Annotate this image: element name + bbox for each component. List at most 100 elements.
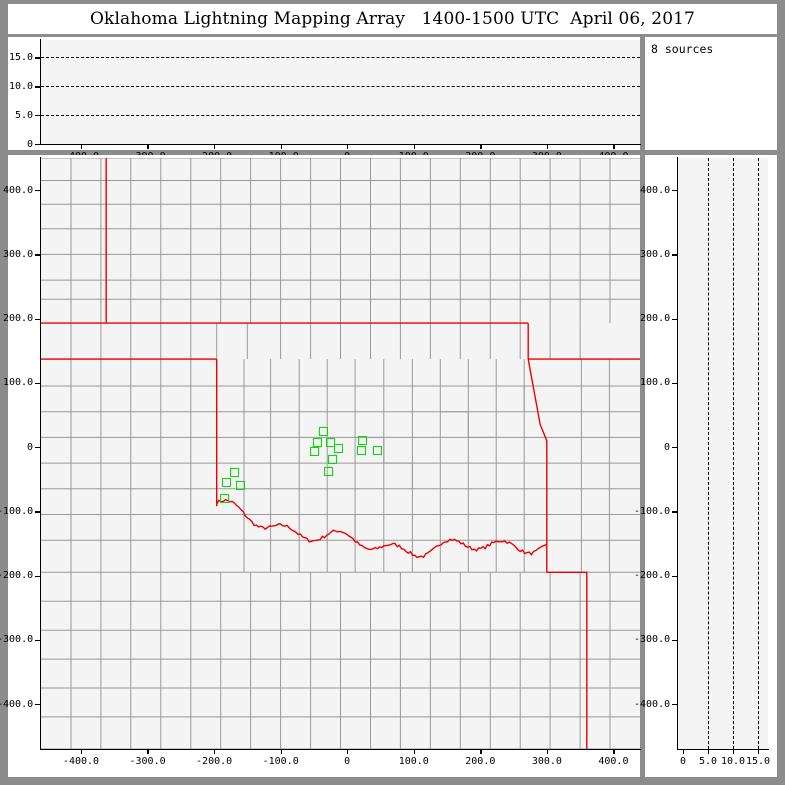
y-axis-tick-label: 0	[664, 441, 671, 453]
lightning-source-marker	[334, 443, 343, 453]
state-border-red-river	[216, 498, 548, 559]
y-axis-tick-label: 10.0	[9, 80, 34, 92]
x-axis-tick	[280, 749, 282, 754]
x-axis-tick-label: -200.0	[196, 756, 233, 767]
y-axis-tick-label: 15.0	[9, 51, 34, 63]
y-axis-tick-label: 100.0	[640, 377, 671, 389]
x-axis-line	[40, 749, 641, 751]
x-axis-tick-label: 300.0	[531, 756, 562, 767]
lightning-source-marker	[312, 438, 322, 448]
x-axis-tick	[347, 749, 349, 754]
y-axis-tick-label: 300.0	[3, 248, 34, 260]
y-axis-tick	[672, 575, 678, 577]
x-axis-tick-label: 200.0	[465, 756, 496, 767]
x-axis-tick	[546, 144, 549, 149]
county-line	[440, 411, 497, 438]
x-axis-tick	[280, 144, 282, 149]
x-axis-tick-label: 10.0	[721, 756, 746, 767]
plan-view-map-panel: -400.0 -300.0 -200.0 -100.0 0 100.0 200.0 300.0…	[0, 155, 641, 777]
y-axis-tick	[672, 254, 678, 256]
x-axis-tick-label: 0	[680, 756, 687, 767]
state-border-arkansas-texas	[546, 571, 588, 749]
map-geography	[41, 158, 640, 749]
x-axis-tick-label: 400.0	[598, 756, 629, 767]
x-axis-tick-label: -100.0	[262, 756, 299, 767]
x-axis-tick-label: -300.0	[129, 756, 166, 767]
gridline-horizontal	[41, 86, 640, 88]
plan-view-map-plot-area	[41, 158, 640, 749]
altitude-vs-count-panel: 0 5.0 10.0 15.0 400.0 300.0 200.0 100.0 0 -100.0 -…	[634, 155, 777, 777]
x-axis-tick-label: 5.0	[699, 756, 718, 767]
county-line	[496, 385, 525, 412]
y-axis-tick	[35, 190, 41, 192]
y-axis-tick	[35, 57, 41, 59]
x-axis-tick	[480, 144, 482, 149]
lightning-source-marker	[357, 436, 367, 446]
x-axis-tick	[347, 144, 349, 149]
y-axis-tick-label: -400.0	[634, 698, 671, 710]
page-title: Oklahoma Lightning Mapping Array 1400-15…	[90, 9, 695, 29]
x-axis-tick-label: 100.0	[398, 756, 429, 767]
lightning-source-marker	[236, 481, 246, 491]
y-axis-tick-label: -100.0	[0, 505, 34, 517]
x-axis-tick	[80, 144, 83, 149]
x-axis-tick	[613, 144, 615, 149]
y-axis-tick-label: 0	[27, 138, 34, 150]
y-axis-tick	[672, 639, 678, 642]
y-axis-tick	[35, 575, 41, 577]
x-axis-line	[40, 144, 641, 146]
lightning-source-marker	[318, 426, 328, 436]
x-axis-tick	[413, 144, 415, 149]
y-axis-tick	[672, 447, 678, 449]
x-axis-tick-label: 15.0	[746, 756, 771, 767]
y-axis-tick-label: 100.0	[3, 377, 34, 389]
x-axis-tick	[708, 749, 710, 754]
x-axis-tick	[480, 749, 482, 754]
y-axis-tick	[35, 511, 41, 513]
y-axis-tick-label: -400.0	[0, 698, 34, 710]
source-count-panel: 8 sources	[645, 37, 777, 150]
altitude-vs-count-plot-area	[678, 158, 768, 749]
county-line	[327, 514, 356, 541]
x-axis-tick	[613, 749, 615, 754]
y-axis-tick-label: -300.0	[634, 634, 671, 646]
lightning-source-marker	[357, 446, 367, 456]
y-axis-tick-label: 400.0	[3, 184, 34, 196]
y-axis-tick-label: -200.0	[634, 570, 671, 582]
source-count-label: 8 sources	[651, 42, 714, 56]
altitude-vs-ew-plot-area	[41, 40, 640, 144]
lightning-source-marker	[326, 438, 336, 448]
y-axis-tick-label: -300.0	[0, 634, 34, 646]
y-axis-tick	[35, 254, 41, 256]
x-axis-tick	[147, 144, 149, 149]
x-axis-tick	[546, 749, 549, 754]
y-axis-line	[40, 157, 42, 750]
x-axis-tick	[80, 749, 83, 754]
y-axis-tick	[672, 318, 678, 320]
x-axis-tick	[758, 749, 760, 754]
title-bar: Oklahoma Lightning Mapping Array 1400-15…	[8, 4, 777, 34]
y-axis-tick	[35, 704, 41, 706]
lightning-source-marker	[324, 466, 334, 476]
gridline-vertical	[758, 158, 759, 749]
y-axis-tick	[672, 704, 678, 706]
gridline-horizontal	[41, 57, 640, 59]
y-axis-tick-label: 200.0	[3, 313, 34, 325]
y-axis-tick	[35, 318, 41, 320]
altitude-vs-ew-panel: -400.0-300.0-200.0-100.00100.0200.0300.0…	[8, 37, 641, 162]
y-axis-tick	[35, 86, 41, 88]
lightning-source-marker	[310, 447, 320, 457]
y-axis-tick	[35, 144, 41, 146]
y-axis-line	[40, 39, 42, 145]
x-axis-tick	[147, 749, 149, 754]
state-border-oklahoma-arkansas	[527, 358, 548, 573]
lightning-source-marker	[229, 468, 239, 478]
x-axis-line	[677, 749, 769, 751]
y-axis-tick-label: -200.0	[0, 570, 34, 582]
y-axis-tick	[35, 382, 41, 385]
y-axis-tick-label: 0	[27, 441, 34, 453]
gridline-vertical	[733, 158, 734, 749]
lightning-source-marker	[373, 445, 383, 455]
y-axis-tick	[672, 511, 678, 513]
